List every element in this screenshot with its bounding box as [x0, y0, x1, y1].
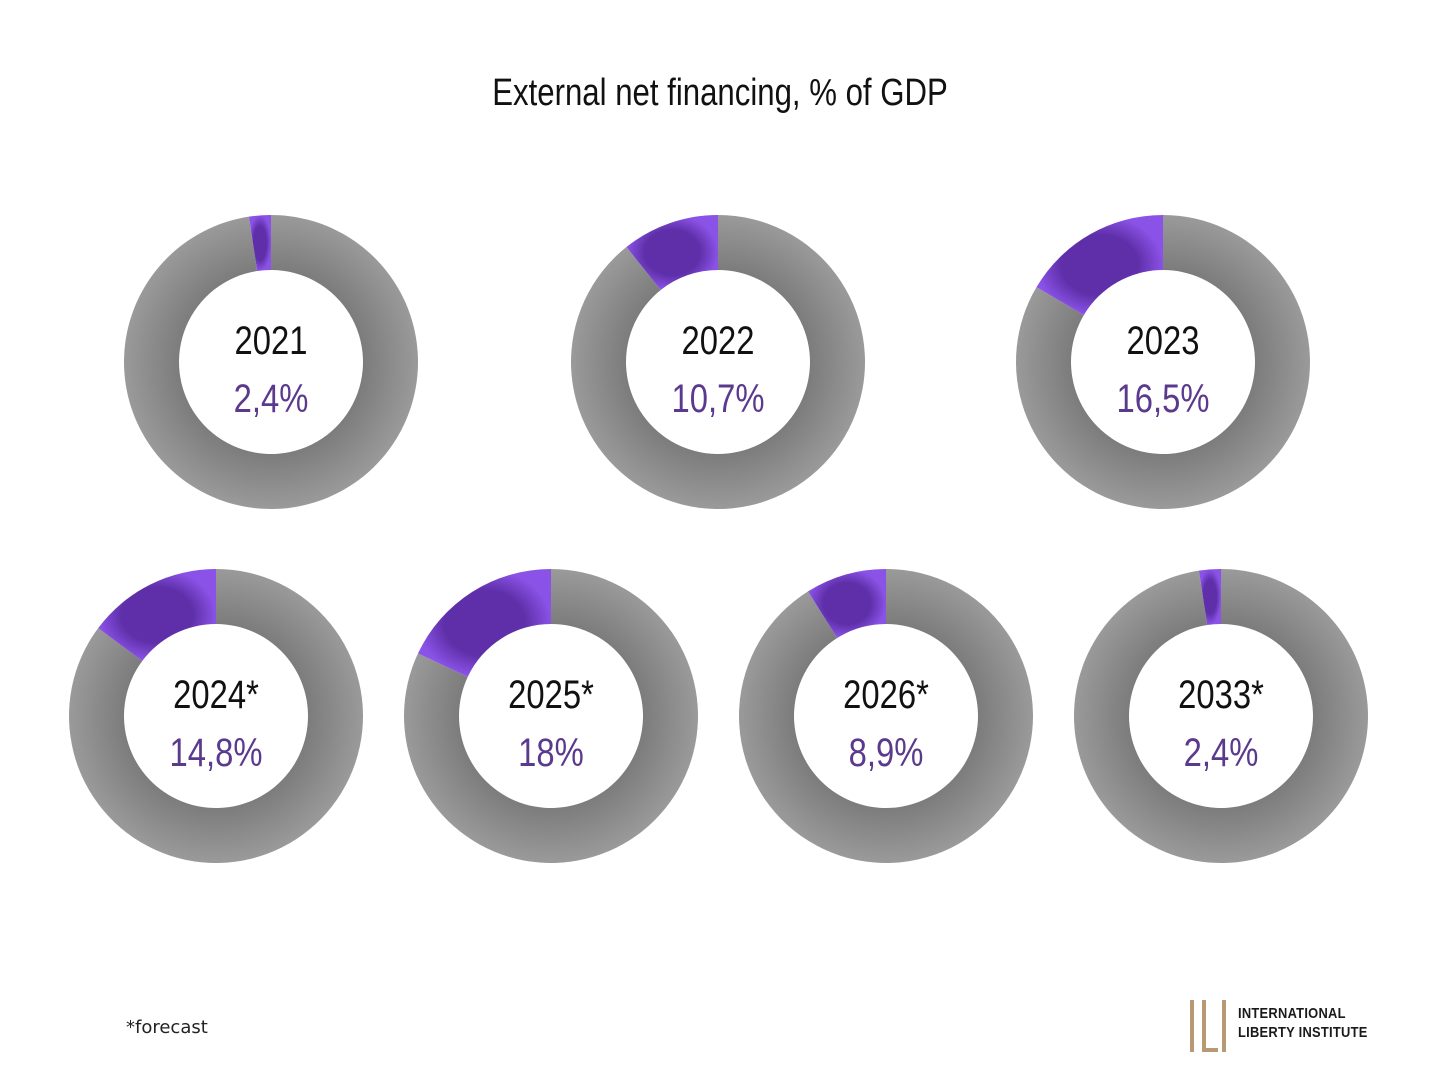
chart-title: External net financing, % of GDP: [492, 72, 948, 114]
brand-logo: International Liberty Institute: [1188, 998, 1368, 1056]
donut-value-label-2024: 14,8%: [170, 730, 263, 775]
donut-remainder-2023: [1016, 215, 1310, 509]
brand-logo-mark: [1190, 1000, 1226, 1052]
donut-year-label-2025: 2025*: [508, 672, 594, 717]
donut-2033: 2033* 2,4%: [1074, 569, 1368, 864]
donut-2026: 2026* 8,9%: [739, 569, 1033, 863]
brand-line-1: International: [1238, 1005, 1346, 1022]
donut-remainder-2024: [68, 569, 364, 863]
donut-remainder-2025: [404, 569, 698, 863]
donut-slice-2025: [417, 569, 551, 677]
donut-slice-2023: [1036, 215, 1163, 316]
donut-2025: 2025* 18%: [404, 569, 698, 863]
donut-slice-2024: [98, 569, 216, 661]
donut-slice-2026: [808, 569, 886, 639]
donut-2024: 2024* 14,8%: [68, 569, 364, 863]
donut-remainder-2022: [571, 215, 866, 509]
donut-slice-2033: [1198, 569, 1221, 626]
donut-value-label-2021: 2,4%: [234, 376, 309, 421]
donut-slice-2021: [248, 215, 271, 272]
donut-2023: 2023 16,5%: [1016, 215, 1310, 509]
donut-value-label-2025: 18%: [518, 730, 584, 775]
donut-value-label-2026: 8,9%: [849, 730, 924, 775]
brand-name: International Liberty Institute: [1238, 1004, 1368, 1042]
donut-year-label-2021: 2021: [235, 318, 308, 363]
donut-slice-2022: [626, 215, 718, 291]
donut-2022: 2022 10,7%: [571, 215, 866, 509]
donut-remainder-2033: [1074, 569, 1368, 864]
donut-year-label-2024: 2024*: [173, 672, 259, 717]
donut-year-label-2023: 2023: [1127, 318, 1200, 363]
donut-year-label-2033: 2033*: [1178, 672, 1264, 717]
donut-value-label-2022: 10,7%: [672, 376, 765, 421]
donut-year-label-2026: 2026*: [843, 672, 929, 717]
donut-2021: 2021 2,4%: [124, 215, 419, 509]
donut-year-label-2022: 2022: [682, 318, 755, 363]
brand-line-2: Liberty Institute: [1238, 1024, 1368, 1041]
donut-value-label-2033: 2,4%: [1184, 730, 1259, 775]
donut-remainder-2026: [739, 569, 1033, 863]
donut-remainder-2021: [124, 215, 419, 509]
donut-value-label-2023: 16,5%: [1117, 376, 1210, 421]
footnote: *forecast: [126, 1017, 208, 1038]
